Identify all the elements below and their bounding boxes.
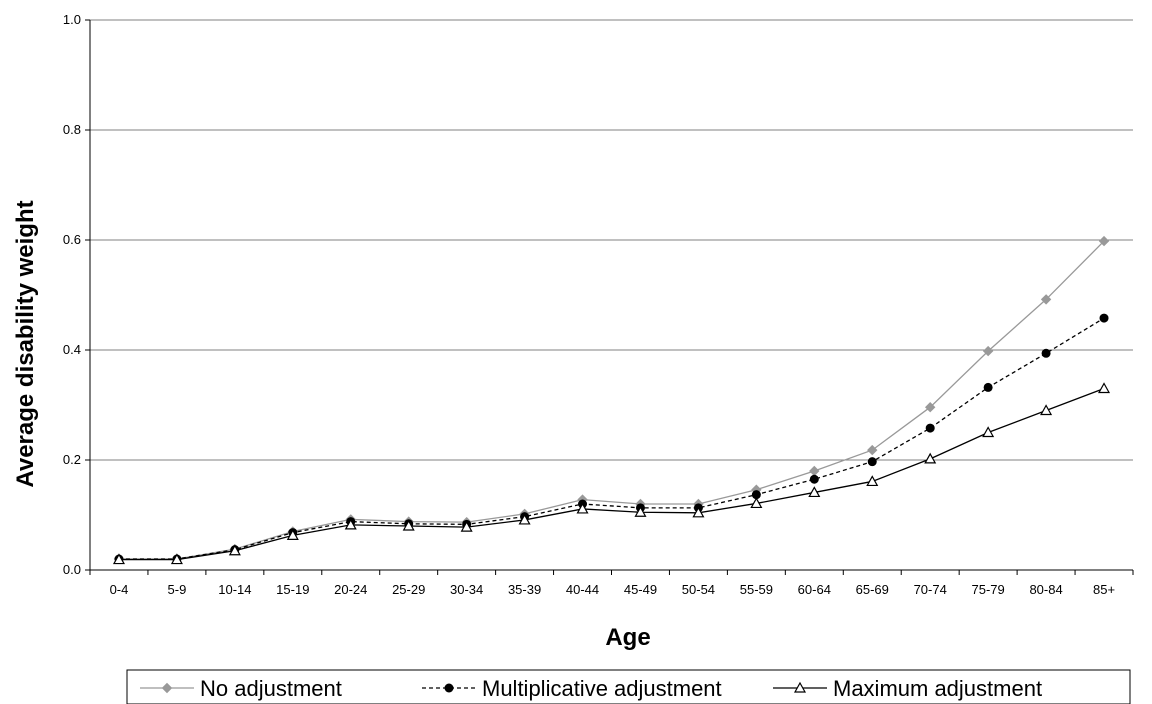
x-tick-label: 10-14 — [218, 582, 251, 597]
y-tick-label: 0.6 — [63, 232, 81, 247]
data-point-triangle — [1040, 404, 1053, 416]
series-no-adjustment — [113, 235, 1110, 565]
legend-label: Maximum adjustment — [833, 676, 1042, 701]
x-tick-label: 50-54 — [682, 582, 715, 597]
data-point-triangle — [924, 452, 937, 464]
gridlines — [90, 19, 1133, 461]
legend-label: No adjustment — [200, 676, 342, 701]
x-tick-label: 55-59 — [740, 582, 773, 597]
data-point-triangle — [112, 553, 125, 565]
x-tick-label: 5-9 — [168, 582, 187, 597]
x-tick-label: 40-44 — [566, 582, 599, 597]
series-line — [118, 317, 1105, 560]
data-point-diamond — [1040, 294, 1052, 305]
data-point-triangle — [576, 502, 589, 514]
series-multiplicative-adjustment — [114, 313, 1109, 564]
series-maximum-adjustment — [112, 382, 1111, 565]
x-tick-label: 60-64 — [798, 582, 831, 597]
y-tick-label: 0.0 — [63, 562, 81, 577]
legend-entry: No adjustment — [140, 676, 342, 701]
series-line — [118, 240, 1105, 560]
x-tick-label: 0-4 — [110, 582, 129, 597]
y-tick-label: 0.4 — [63, 342, 81, 357]
data-point-triangle — [170, 553, 183, 565]
legend: No adjustment Multiplicative adjustment Ma… — [126, 669, 1131, 704]
y-tick-label: 1.0 — [63, 12, 81, 27]
data-point-circle — [1041, 348, 1051, 358]
data-point-diamond — [161, 682, 173, 694]
x-tick-label: 20-24 — [334, 582, 367, 597]
data-point-diamond — [982, 345, 994, 357]
data-point-diamond — [867, 444, 878, 456]
data-point-triangle — [344, 518, 357, 530]
data-point-diamond — [1098, 235, 1110, 247]
x-axis-ticks: 0-4 5-9 10-14 15-19 20-24 25-29 30-34 35-39 40-4… — [89, 570, 1134, 597]
y-axis-ticks: 0.0 0.2 0.4 0.6 0.8 1.0 — [63, 12, 90, 577]
data-point-circle — [867, 457, 877, 467]
y-axis-title: Average disability weight — [12, 200, 39, 487]
data-point-circle — [751, 490, 761, 500]
data-point-triangle — [1098, 382, 1111, 394]
x-tick-label: 70-74 — [914, 582, 947, 597]
x-tick-label: 75-79 — [972, 582, 1005, 597]
y-tick-label: 0.2 — [63, 452, 81, 467]
data-point-triangle — [518, 513, 531, 525]
series-group — [112, 235, 1111, 565]
x-axis-title: Age — [605, 624, 650, 651]
data-point-circle — [1099, 313, 1109, 323]
data-point-circle — [983, 382, 993, 392]
x-tick-label: 25-29 — [392, 582, 425, 597]
x-tick-label: 15-19 — [276, 582, 309, 597]
legend-entry: Multiplicative adjustment — [422, 676, 722, 701]
data-point-triangle — [402, 519, 415, 531]
data-point-triangle — [460, 520, 473, 532]
data-point-triangle — [228, 544, 241, 556]
y-tick-label: 0.8 — [63, 122, 81, 137]
x-tick-label: 85+ — [1093, 582, 1115, 597]
data-point-diamond — [809, 465, 820, 477]
data-point-triangle — [692, 506, 705, 518]
data-point-circle — [444, 683, 454, 693]
x-tick-label: 45-49 — [624, 582, 657, 597]
x-tick-label: 65-69 — [856, 582, 889, 597]
data-point-circle — [925, 423, 935, 433]
data-point-circle — [809, 474, 819, 484]
legend-box — [126, 669, 1131, 704]
data-point-triangle — [866, 475, 879, 487]
legend-entry: Maximum adjustment — [773, 676, 1042, 701]
data-point-triangle — [634, 506, 647, 517]
series-line — [118, 387, 1105, 561]
data-point-triangle — [982, 426, 995, 438]
data-point-triangle — [750, 497, 763, 509]
data-point-triangle — [286, 529, 299, 540]
x-tick-label: 35-39 — [508, 582, 541, 597]
x-tick-label: 30-34 — [450, 582, 483, 597]
x-tick-label: 80-84 — [1029, 582, 1062, 597]
data-point-triangle — [793, 681, 807, 693]
data-point-diamond — [924, 401, 936, 413]
legend-label: Multiplicative adjustment — [482, 676, 722, 701]
data-point-triangle — [808, 486, 821, 498]
